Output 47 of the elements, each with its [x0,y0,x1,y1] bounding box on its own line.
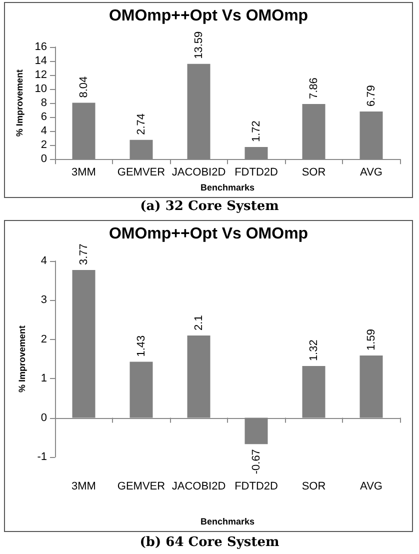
data-label: 3.77 [78,244,90,266]
chart-title: OMOmp++Opt Vs OMOmp [108,226,308,242]
x-tick-label: FDTD2D [234,480,278,492]
x-tick-label: AVG [360,166,382,179]
y-tick-label: 1 [40,372,47,385]
y-tick-label: 2 [40,139,47,152]
data-label: 1.59 [365,329,378,350]
text: (b) 64 Core System [138,535,280,550]
y-axis-title: % Improvement [16,325,27,393]
x-tick-label: FDTD2D [234,166,278,179]
y-tick-label: 4 [40,255,47,267]
x-tick-label: JACOBI2D [172,480,226,492]
x-axis-title: Benchmarks [200,516,255,526]
y-tick-label: 3 [40,294,47,306]
y-tick-label: 6 [40,111,47,124]
x-tick-label: JACOBI2D [172,166,226,179]
y-tick-label: 12 [34,69,47,82]
data-label: 2.74 [135,113,148,135]
x-tick-label: SOR [302,480,326,492]
data-label: -0.67 [250,449,262,474]
x-tick-label: 3MM [72,480,96,492]
data-label: 1.43 [135,335,148,357]
y-tick-label: 4 [40,125,47,138]
y-tick-label: 8 [40,97,47,110]
y-axis-title: % Improvement [14,70,24,137]
y-tick-label: 0 [40,412,47,424]
x-tick-label: GEMVER [117,480,166,492]
data-label: 6.79 [365,85,378,107]
x-tick-label: SOR [302,166,326,179]
y-tick-label: 0 [40,153,47,166]
data-label: 8.04 [78,76,90,98]
y-tick-label: 10 [34,83,47,96]
y-tick-label: 2 [40,333,47,346]
x-tick-label: AVG [360,480,382,492]
x-axis-title: Benchmarks [200,182,255,192]
data-label: 13.59 [192,31,205,59]
data-label: 7.86 [308,78,320,100]
data-label: 2.1 [192,315,205,330]
chart-title: OMOmp++Opt Vs OMOmp [108,8,308,24]
data-label: 1.32 [308,340,320,362]
y-tick-label: -1 [37,451,47,463]
x-tick-label: GEMVER [117,166,166,179]
x-tick-label: 3MM [72,166,96,179]
y-tick-label: 14 [34,55,47,68]
text: (a) 32 Core System [139,199,280,214]
y-tick-label: 16 [34,41,47,53]
data-label: 1.72 [250,120,262,142]
